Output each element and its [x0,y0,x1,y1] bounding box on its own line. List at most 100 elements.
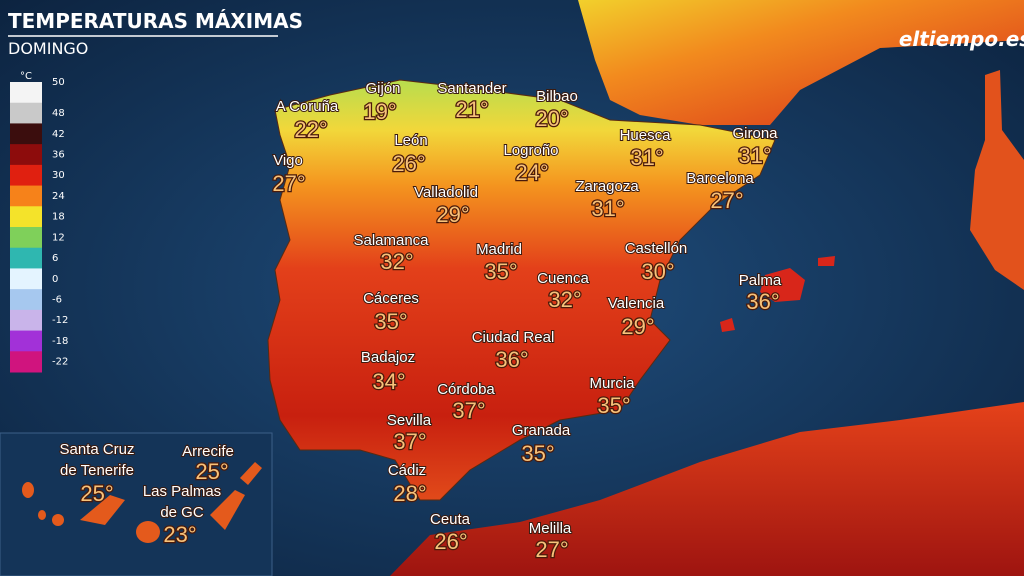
canary-islands [22,462,262,543]
city-temp: 36° [746,289,779,314]
city-name: Badajoz [361,349,415,366]
legend-label: 6 [52,253,58,264]
legend-swatch [10,144,42,166]
mallorca [760,268,805,302]
city-name: Granada [512,422,571,439]
france [578,0,1024,125]
legend-swatch [10,351,42,373]
city-name: Las Palmas [143,483,221,500]
city-temp: 24° [515,160,548,185]
city-temp: 26° [434,529,467,554]
ibiza [720,318,735,332]
legend-label: 0 [52,274,58,285]
city-temp: 35° [484,259,517,284]
city-name: Valencia [608,295,665,312]
city-temp: 31° [630,145,663,170]
legend-swatch [10,247,42,269]
city-name: Huesca [620,127,672,144]
city-name: Castellón [625,240,688,257]
city-temp: 31° [591,196,624,221]
legend-label: -22 [52,357,68,368]
city-temp: 37° [452,398,485,423]
legend-swatch [10,227,42,249]
city-temp: 30° [641,259,674,284]
city-name: Bilbao [536,88,578,105]
legend-swatch [10,289,42,311]
city-name: Cáceres [363,290,419,307]
city-temp: 29° [436,202,469,227]
logo: eltiempo.es [899,27,1024,51]
city-name: León [394,132,427,149]
city-name: Córdoba [437,381,495,398]
city-temp: 29° [621,314,654,339]
legend-swatch [10,123,42,145]
legend-label: -18 [52,336,68,347]
city-name: Cádiz [388,462,426,479]
legend-swatch [10,164,42,187]
city-name: Valladolid [414,184,478,201]
city-temp: 20° [535,106,568,131]
city-temp: 27° [272,171,305,196]
legend-label: 12 [52,232,65,243]
city-temp: 25° [80,481,113,506]
city-temp: 21° [455,97,488,122]
legend-label: 18 [52,212,65,223]
city-temp: 25° [195,459,228,484]
legend-swatch [10,206,42,228]
legend-label: -12 [52,315,68,326]
subtitle: DOMINGO [8,39,88,58]
city-name: Ceuta [430,511,471,528]
city-temp: 23° [163,522,196,547]
legend: 50 48 42 36 30 24 18 12 6 0 -6 -12 -18 -22 [10,77,68,373]
city-temp: 35° [521,441,554,466]
city-name: Arrecife [182,443,234,460]
city-temp: 26° [392,151,425,176]
city-name: Zaragoza [575,178,639,195]
city-temp: 19° [363,99,396,124]
city-name: Santander [437,80,506,97]
city-temp: 27° [535,537,568,562]
legend-label: 48 [52,108,65,119]
legend-label: -6 [52,295,62,306]
city-name: Barcelona [686,170,754,187]
city-name: Cuenca [537,270,589,287]
city-temp: 35° [374,309,407,334]
city-temp: 35° [597,393,630,418]
city-name: Vigo [273,152,303,169]
city-name: de GC [160,504,204,521]
city-name: Ciudad Real [472,329,555,346]
city-name: Madrid [476,241,522,258]
city-name: de Tenerife [60,462,134,479]
city-temp: 36° [495,347,528,372]
city-name: Salamanca [353,232,429,249]
city-name: Sevilla [387,412,432,429]
city-name: Logroño [503,142,558,159]
legend-swatch [10,268,42,290]
legend-swatch [10,185,42,207]
city-temp: 32° [548,287,581,312]
city-temp: 27° [710,188,743,213]
city-name: Santa Cruz [59,441,134,458]
city-name: Girona [732,125,778,142]
legend-label: 42 [52,129,65,140]
city-temp: 32° [380,249,413,274]
corsica-sardinia [970,70,1024,290]
legend-swatch [10,309,42,332]
city-temp: 34° [372,369,405,394]
city-name: Melilla [529,520,572,537]
city-temp: 28° [393,481,426,506]
legend-swatch [10,330,42,352]
legend-label: 50 [52,77,65,88]
legend-swatch [10,102,42,124]
city-name: A Coruña [276,98,339,115]
title: TEMPERATURAS MÁXIMAS [8,9,303,33]
legend-label: 30 [52,170,65,181]
iberia [267,79,776,501]
legend-swatch [10,82,42,104]
city-name: Murcia [589,375,635,392]
legend-label: 36 [52,150,65,161]
menorca [818,256,835,266]
city-temp: 37° [393,429,426,454]
